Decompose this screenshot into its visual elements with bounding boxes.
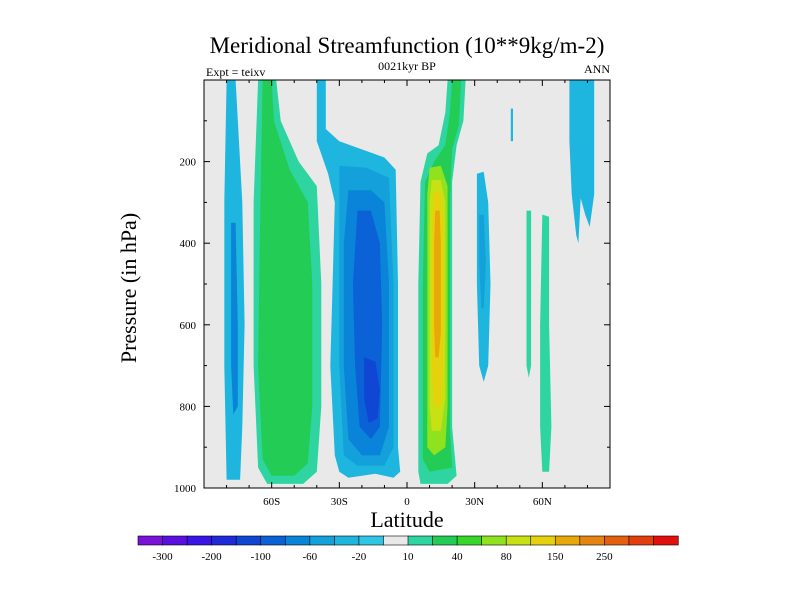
- colorbar-label: -200: [202, 551, 223, 563]
- colorbar-swatch: [481, 535, 507, 546]
- experiment-label: Expt = teixv: [206, 65, 265, 79]
- colorbar-swatch: [653, 535, 679, 546]
- colorbar-swatch: [137, 535, 164, 546]
- axis-ticks: 60S 30S 0 30N 60N 200 400 600 800 1000: [174, 80, 610, 508]
- contour-region-nh-ferrel-3: [510, 108, 513, 142]
- colorbar-swatch: [162, 535, 188, 546]
- contour-region-nh-polar-2: [526, 210, 532, 378]
- colorbar-label: -60: [302, 551, 317, 563]
- colorbar-label: 40: [452, 551, 464, 563]
- colorbar-label: 150: [547, 551, 564, 563]
- colorbar-swatch: [628, 535, 655, 546]
- contour-region-nh-polar-3: [569, 80, 595, 244]
- colorbar-swatch: [235, 535, 262, 546]
- colorbar-swatch: [211, 535, 237, 546]
- colorbar-swatch: [505, 535, 532, 546]
- y-tick-label: 1000: [174, 483, 197, 495]
- colorbar-swatch: [554, 535, 581, 546]
- x-tick-label: 30S: [331, 496, 348, 508]
- colorbar-swatch: [260, 535, 286, 546]
- colorbar-swatch: [407, 535, 434, 546]
- chart-title: Meridional Streamfunction (10**9kg/m-2): [210, 33, 605, 58]
- colorbar-swatch: [383, 535, 409, 546]
- contour-region-nh-ferrel-2: [479, 214, 486, 309]
- colorbar-swatch: [309, 535, 335, 546]
- y-axis-label: Pressure (in hPa): [116, 213, 141, 363]
- x-tick-label: 60S: [263, 496, 280, 508]
- time-label: 0021kyr BP: [378, 59, 436, 73]
- x-tick-label: 60N: [533, 496, 552, 508]
- contour-region-sh-hadley-5: [364, 357, 380, 423]
- contour-region-sh-polar-mid: [231, 222, 238, 415]
- x-tick-label: 30N: [465, 496, 484, 508]
- colorbar: -300 -200 -100 -60 -20 10 40 80 150 250: [137, 535, 679, 563]
- colorbar-swatch: [579, 535, 605, 546]
- x-tick-label: 0: [404, 496, 410, 508]
- colorbar-label: 250: [596, 551, 613, 563]
- colorbar-label: 80: [501, 551, 513, 563]
- colorbar-swatch: [456, 535, 483, 546]
- colorbar-swatch: [530, 535, 556, 546]
- colorbar-swatch: [334, 535, 360, 546]
- colorbar-swatch: [432, 535, 458, 546]
- contour-regions: [224, 80, 595, 484]
- colorbar-label: -100: [251, 551, 272, 563]
- y-tick-label: 600: [180, 320, 197, 332]
- colorbar-label: -300: [152, 551, 173, 563]
- colorbar-label: 10: [403, 551, 415, 563]
- season-label: ANN: [584, 62, 610, 76]
- colorbar-swatch: [186, 535, 213, 546]
- y-tick-label: 800: [180, 401, 197, 413]
- contour-region-nh-hadley-6: [434, 210, 441, 358]
- colorbar-swatch: [284, 535, 311, 546]
- x-axis-label: Latitude: [370, 507, 443, 532]
- colorbar-label: -20: [352, 551, 367, 563]
- y-tick-label: 200: [180, 157, 197, 169]
- colorbar-swatch: [604, 535, 630, 546]
- contour-region-sh-ferrel-inner: [258, 80, 313, 476]
- y-tick-label: 400: [180, 238, 197, 250]
- contour-region-nh-polar-1: [540, 214, 552, 472]
- colorbar-swatch: [358, 535, 385, 546]
